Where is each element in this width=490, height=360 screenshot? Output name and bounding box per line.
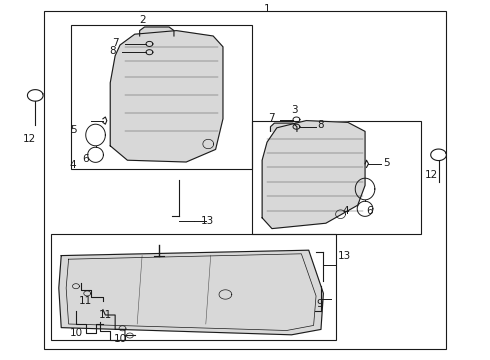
Text: 9: 9: [316, 299, 323, 309]
Bar: [51, 234, 336, 340]
Polygon shape: [110, 31, 223, 162]
Text: 5: 5: [70, 125, 77, 135]
Text: 7: 7: [112, 38, 119, 48]
Text: 12: 12: [424, 170, 438, 180]
Text: 4: 4: [69, 160, 76, 170]
Text: 2: 2: [139, 15, 146, 25]
Text: 1: 1: [264, 4, 270, 14]
Text: 7: 7: [268, 113, 274, 123]
Text: 5: 5: [383, 158, 390, 168]
Text: 11: 11: [98, 310, 112, 320]
Text: 11: 11: [79, 296, 93, 306]
Text: 8: 8: [318, 120, 324, 130]
Text: 13: 13: [201, 216, 214, 226]
Text: 8: 8: [109, 46, 116, 57]
Text: 10: 10: [70, 328, 82, 338]
Bar: [252, 121, 421, 234]
Text: 12: 12: [23, 134, 36, 144]
Text: 3: 3: [291, 105, 297, 115]
Bar: [44, 11, 446, 349]
Polygon shape: [140, 27, 174, 36]
Bar: [71, 25, 252, 169]
Text: 4: 4: [342, 206, 349, 216]
Text: 6: 6: [367, 206, 373, 216]
Polygon shape: [59, 250, 323, 335]
Text: 10: 10: [114, 334, 126, 344]
Polygon shape: [262, 121, 365, 229]
Text: 6: 6: [82, 154, 89, 164]
Text: 13: 13: [338, 251, 351, 261]
Polygon shape: [270, 123, 297, 131]
